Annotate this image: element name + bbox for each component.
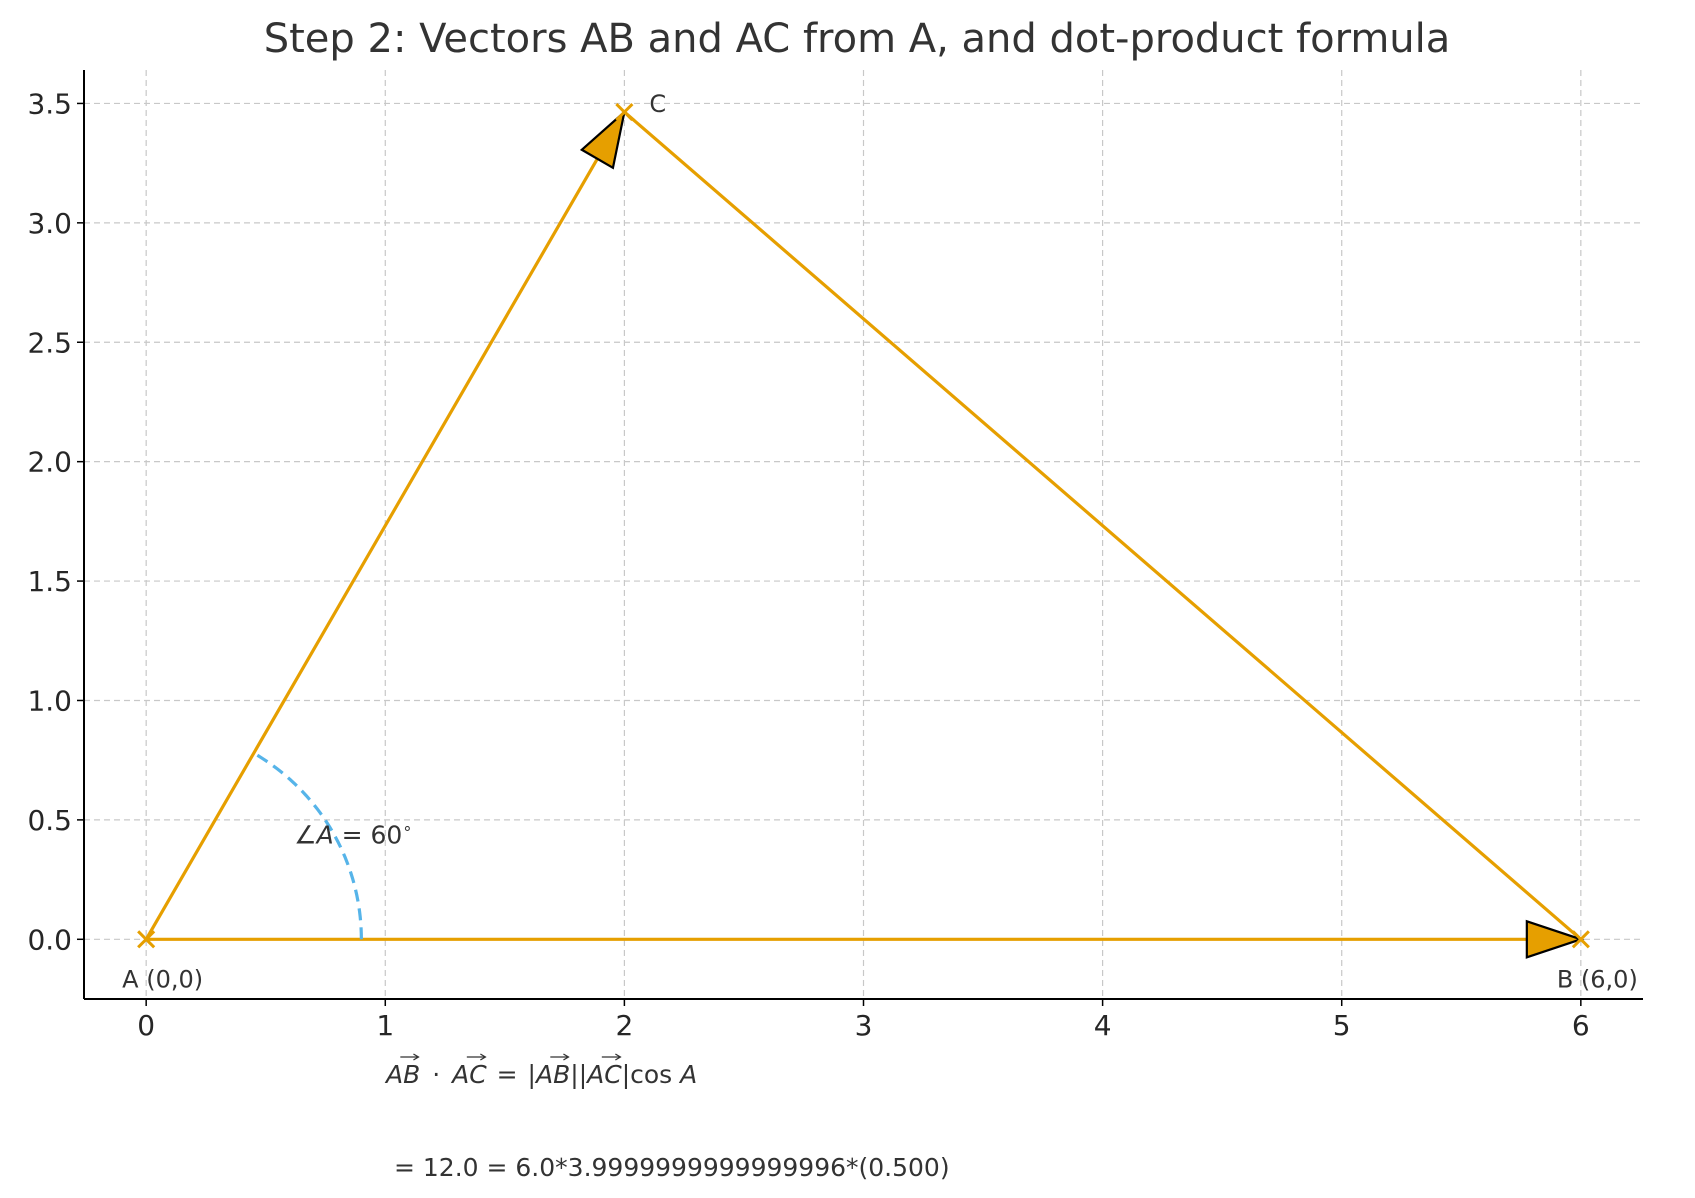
x-tick-label: 2 — [615, 1009, 633, 1042]
x-tick-label: 0 — [137, 1009, 155, 1042]
formula-bar-4: | — [622, 1060, 630, 1089]
angle-label-value: = 60 — [334, 820, 403, 849]
formula-vector-ab-arrow-head — [413, 1053, 420, 1061]
dot-product-formula: AB · AC = |AB||AC|cos A — [384, 1053, 697, 1089]
formula-norm-ac: AC — [585, 1060, 622, 1089]
y-tick-label: 0.0 — [27, 923, 72, 956]
formula-bar-1: | — [528, 1060, 536, 1089]
side-AC — [144, 110, 626, 941]
chart-title: Step 2: Vectors AB and AC from A, and do… — [264, 16, 1451, 62]
point-label-b: B (6,0) — [1557, 965, 1638, 993]
formula-norm-ab: AB — [534, 1060, 570, 1089]
side-BC — [622, 110, 1583, 941]
y-tick-label: 3.5 — [27, 87, 72, 120]
formula-vector-ab: AB — [384, 1060, 420, 1089]
marker-stroke — [137, 930, 156, 949]
angle-label-symbol: ∠ — [294, 820, 316, 849]
y-tick-label: 0.5 — [27, 804, 72, 837]
formula-equals: = — [497, 1060, 518, 1089]
y-tick-label: 1.5 — [27, 565, 72, 598]
marker-stroke — [1571, 930, 1590, 949]
formula-line-1: AB · AC = |AB||AC|cos A — [384, 1060, 697, 1089]
formula-norm-ab-arrow-head — [563, 1053, 570, 1061]
point-label-c: C — [649, 90, 666, 118]
formula-vector-ac-arrow-head — [480, 1053, 487, 1061]
point-marker-b — [1571, 930, 1590, 949]
x-tick-label: 4 — [1094, 1009, 1112, 1042]
formula-angle-var: A — [678, 1060, 697, 1089]
plot-area — [137, 102, 1590, 959]
y-tick-label: 1.0 — [27, 684, 72, 717]
formula-dot: · — [432, 1060, 440, 1089]
y-tick-label: 2.5 — [27, 326, 72, 359]
marker-stroke — [615, 102, 634, 122]
point-marker-c — [615, 102, 634, 122]
axes — [83, 70, 1643, 1000]
x-tick-label: 5 — [1333, 1009, 1351, 1042]
formula-line-2: = 12.0 = 6.0*3.9999999999999996*(0.500) — [394, 1153, 950, 1182]
formula-bar-3: | — [579, 1060, 587, 1089]
formula-norm-ac-arrow-head — [615, 1053, 622, 1061]
grid — [84, 70, 1643, 999]
formula-bar-2: | — [570, 1060, 578, 1089]
vector-arrowhead-ab — [1525, 919, 1585, 959]
point-marker-a — [137, 930, 156, 949]
angle-label: ∠A = 60∘ — [294, 818, 412, 849]
point-label-a: A (0,0) — [122, 965, 203, 993]
formula-vector-arrows — [400, 1053, 622, 1061]
angle-label-degree: ∘ — [402, 818, 412, 837]
angle-label-var: A — [315, 820, 334, 849]
x-tick-label: 1 — [376, 1009, 394, 1042]
vector-arrowhead-ac — [579, 108, 627, 170]
formula-vector-ac: AC — [450, 1060, 487, 1089]
y-tick-label: 3.0 — [27, 207, 72, 240]
formula-cos: cos — [630, 1060, 672, 1089]
point-labels: A (0,0) B (6,0) C — [122, 90, 1638, 993]
x-tick-label: 3 — [855, 1009, 873, 1042]
y-tick-label: 2.0 — [27, 446, 72, 479]
axis-ticks: 0 1 2 3 4 5 6 0.0 0.5 1.0 1.5 2.0 2.5 3.0 3.5 — [27, 87, 1589, 1042]
x-tick-label: 6 — [1572, 1009, 1590, 1042]
